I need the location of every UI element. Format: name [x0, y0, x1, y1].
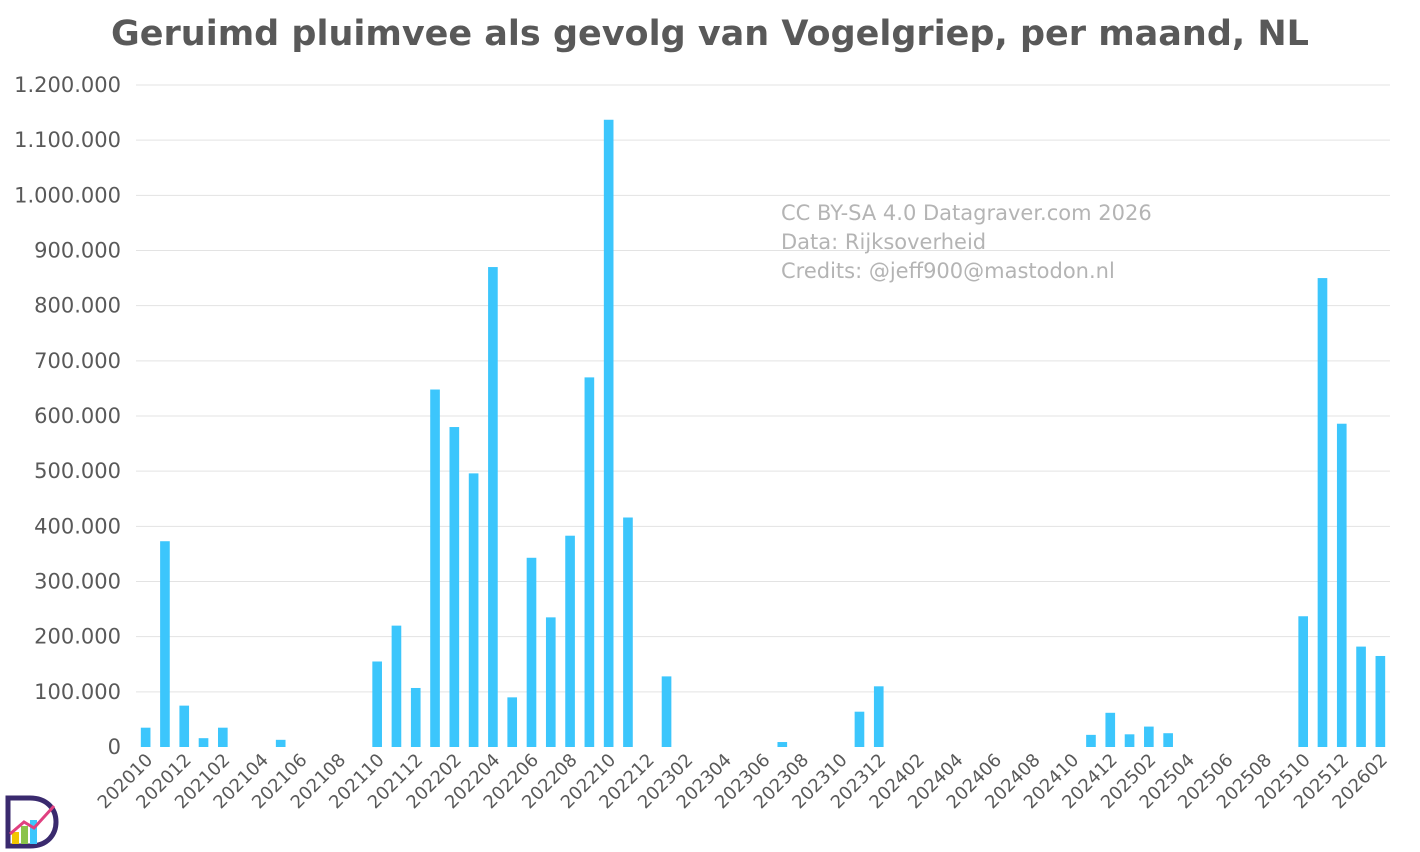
bar-202601: [1356, 646, 1366, 747]
bar-202502: [1144, 726, 1154, 747]
bar-202201: [430, 389, 440, 747]
bar-202211: [623, 517, 633, 747]
bar-202501: [1124, 734, 1135, 747]
y-tick-label: 1.100.000: [14, 128, 121, 152]
bar-202312: [873, 686, 884, 747]
credits-license: CC BY-SA 4.0 Datagraver.com 2026: [781, 201, 1152, 225]
y-tick-label: 700.000: [34, 349, 121, 373]
bar-202207: [545, 617, 556, 747]
bar-202301: [661, 676, 672, 747]
bar-202105: [275, 739, 286, 747]
bar-202511: [1317, 278, 1328, 747]
bar-202307: [777, 742, 788, 747]
bar-202510: [1298, 616, 1309, 747]
bar-202102: [217, 727, 228, 747]
bar-202101: [198, 738, 209, 747]
bar-202503: [1163, 733, 1173, 747]
y-tick-label: 1.000.000: [14, 183, 121, 207]
bar-202012: [179, 705, 190, 747]
bar-202208: [565, 535, 575, 747]
bar-202203: [468, 473, 479, 747]
y-tick-label: 1.200.000: [14, 73, 121, 97]
credits-annotation: CC BY-SA 4.0 Datagraver.com 2026 Data: R…: [781, 199, 1152, 286]
y-tick-label: 900.000: [34, 239, 121, 263]
credits-source: Data: Rijksoverheid: [781, 230, 987, 254]
bar-202602: [1375, 655, 1386, 747]
y-tick-label: 100.000: [34, 680, 121, 704]
bar-202411: [1086, 734, 1096, 747]
y-axis-ticks: 0 100.000 200.000 300.000 400.000 500.000 600.…: [14, 73, 121, 759]
bar-202112: [410, 687, 421, 747]
bar-202512: [1336, 423, 1347, 747]
bar-202206: [526, 557, 537, 747]
y-tick-label: 200.000: [34, 625, 121, 649]
y-tick-label: 600.000: [34, 404, 121, 428]
chart-title: Geruimd pluimvee als gevolg van Vogelgri…: [111, 14, 1309, 54]
x-axis-ticks: 2020102020122021022021042021062021082021…: [94, 750, 1392, 813]
bar-202311: [854, 711, 865, 747]
y-tick-label: 400.000: [34, 514, 121, 538]
bar-202204: [488, 267, 498, 747]
y-tick-label: 300.000: [34, 570, 121, 594]
datagraver-logo-icon: [5, 795, 59, 849]
bar-202412: [1105, 712, 1116, 747]
bar-202110: [372, 661, 382, 747]
bar-202205: [507, 697, 518, 747]
bar-202210: [603, 119, 614, 747]
y-tick-label: 800.000: [34, 294, 121, 318]
bar-202202: [449, 427, 460, 747]
bar-202010: [140, 727, 151, 747]
y-tick-label: 0: [108, 735, 121, 759]
gridlines: [136, 84, 1390, 693]
bar-202209: [584, 377, 595, 747]
bars: [140, 119, 1386, 747]
credits-author: Credits: @jeff900@mastodon.nl: [781, 259, 1115, 283]
bar-202011: [160, 541, 170, 747]
y-tick-label: 500.000: [34, 459, 121, 483]
bar-202111: [391, 625, 402, 747]
